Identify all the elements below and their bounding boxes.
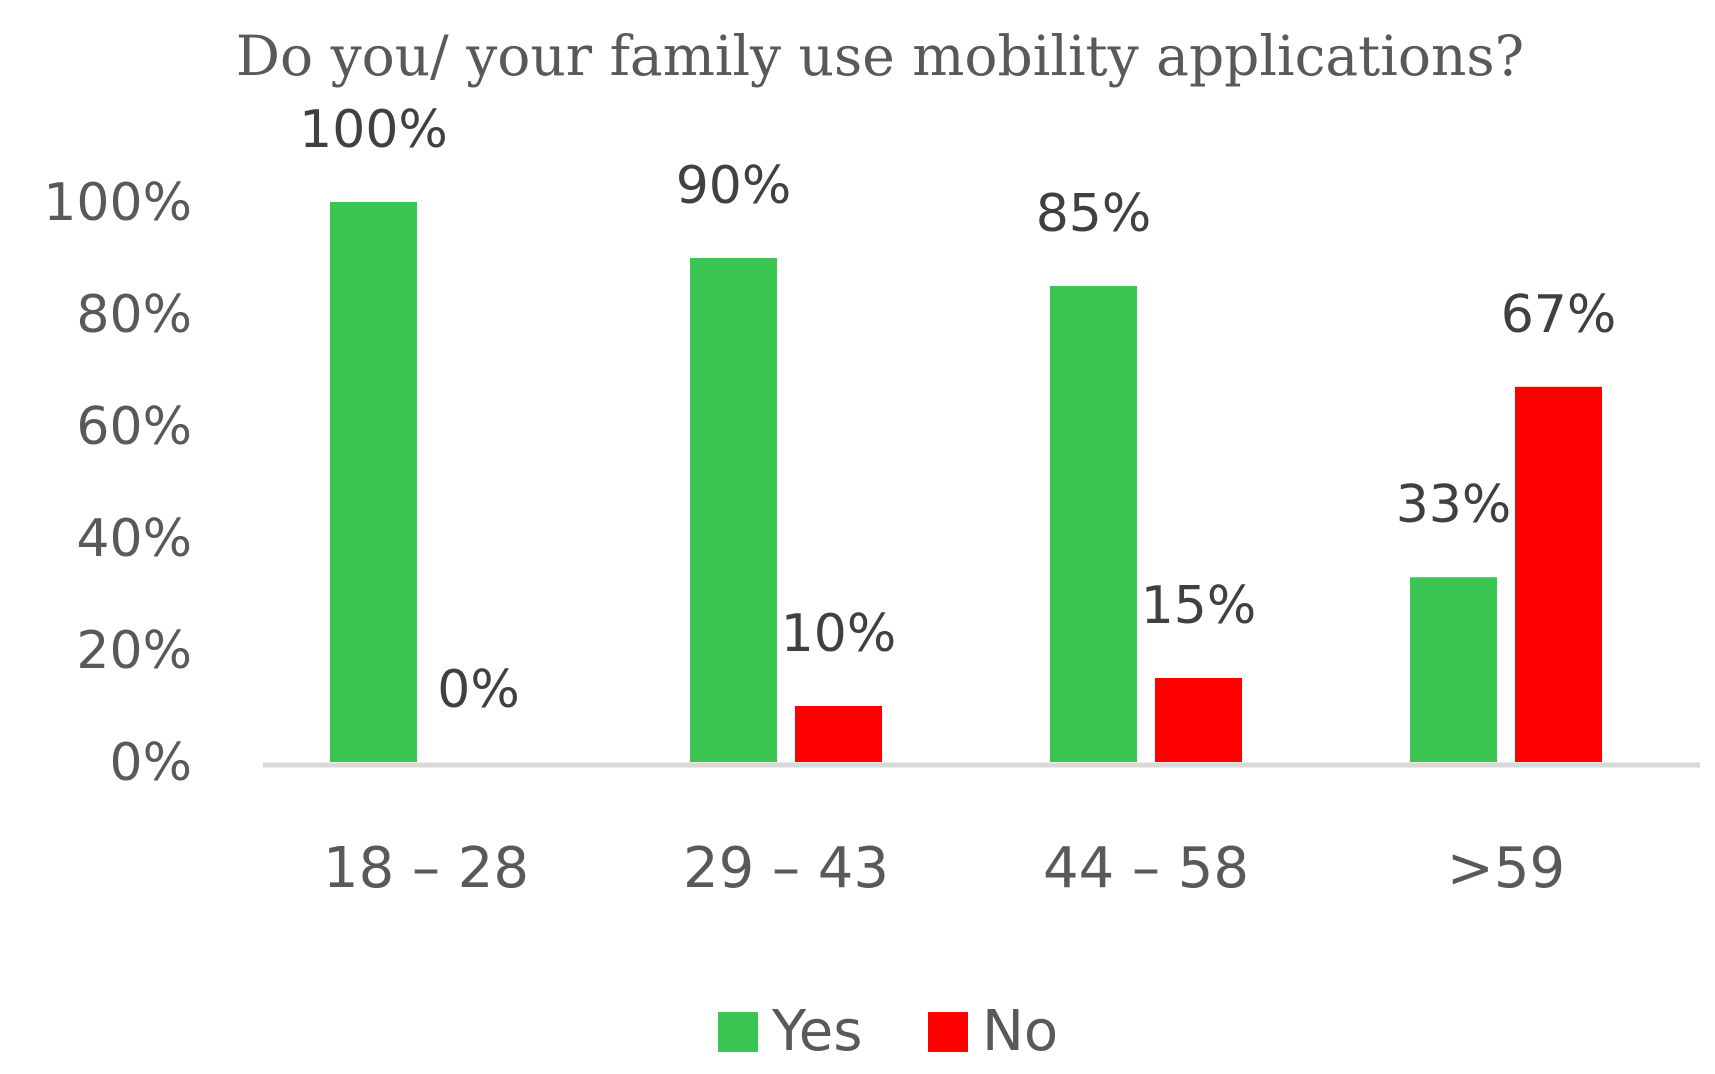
bars bbox=[330, 202, 1602, 762]
y-tick-label: 0% bbox=[110, 733, 193, 793]
y-tick-label: 80% bbox=[76, 285, 192, 345]
y-tick-label: 60% bbox=[76, 397, 192, 457]
data-label-yes-0: 100% bbox=[299, 100, 448, 160]
data-label-yes-2: 85% bbox=[1036, 184, 1152, 244]
bar-yes-1 bbox=[690, 258, 777, 762]
x-category-label: 29 – 43 bbox=[683, 836, 889, 901]
y-tick-label: 100% bbox=[43, 173, 192, 233]
x-axis-categories: 18 – 28 29 – 43 44 – 58 >59 bbox=[323, 836, 1565, 901]
chart-title: Do you/ your family use mobility applica… bbox=[236, 24, 1524, 88]
bar-no-1 bbox=[795, 706, 882, 762]
x-category-label: 18 – 28 bbox=[323, 836, 529, 901]
y-tick-label: 40% bbox=[76, 509, 192, 569]
legend: Yes No bbox=[718, 999, 1058, 1064]
bar-yes-2 bbox=[1050, 286, 1137, 762]
x-category-label: >59 bbox=[1447, 836, 1565, 901]
legend-swatch-yes bbox=[718, 1012, 758, 1052]
bar-no-2 bbox=[1155, 678, 1242, 762]
y-tick-label: 20% bbox=[76, 621, 192, 681]
legend-swatch-no bbox=[928, 1012, 968, 1052]
y-axis-ticks: 0% 20% 40% 60% 80% 100% bbox=[43, 173, 192, 793]
data-label-yes-1: 90% bbox=[676, 156, 792, 216]
bar-yes-0 bbox=[330, 202, 417, 762]
x-category-label: 44 – 58 bbox=[1043, 836, 1249, 901]
data-label-no-0: 0% bbox=[437, 660, 520, 720]
data-label-no-3: 67% bbox=[1501, 285, 1617, 345]
data-labels: 100% 0% 90% 10% 85% 15% 33% 67% bbox=[299, 100, 1616, 720]
bar-no-3 bbox=[1515, 386, 1602, 762]
legend-label-yes: Yes bbox=[771, 999, 862, 1064]
data-label-no-2: 15% bbox=[1141, 576, 1257, 636]
bar-yes-3 bbox=[1410, 577, 1497, 762]
legend-label-no: No bbox=[982, 999, 1058, 1064]
data-label-no-1: 10% bbox=[781, 604, 897, 664]
data-label-yes-3: 33% bbox=[1396, 475, 1512, 535]
